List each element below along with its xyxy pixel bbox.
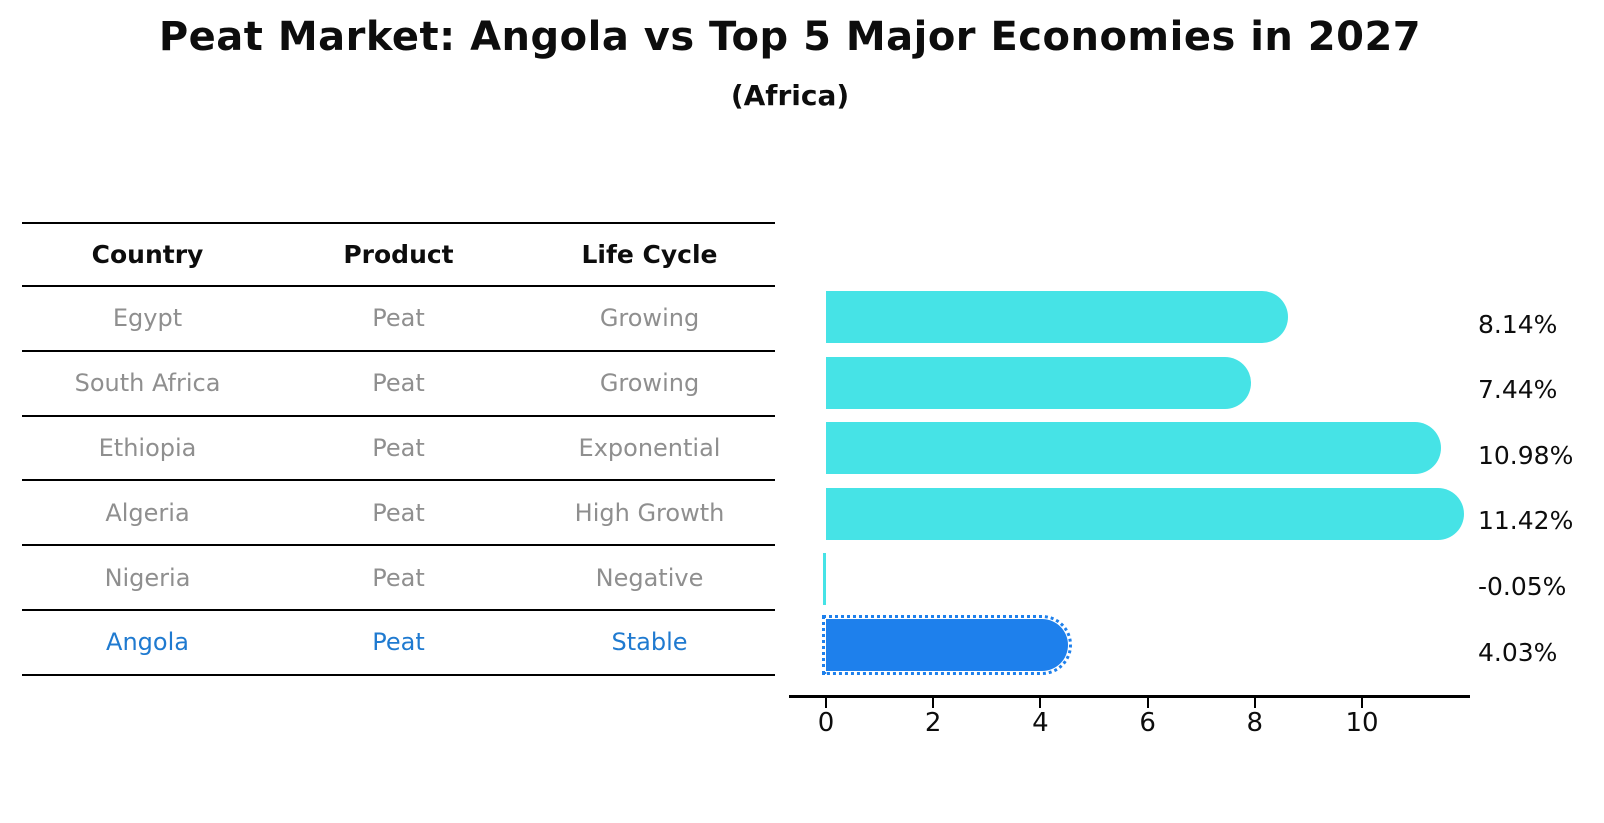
x-tick-label: 10 — [1345, 708, 1379, 738]
x-tick-label: 0 — [817, 708, 835, 738]
life-cycle-cell: Negative — [595, 563, 704, 592]
value-label: -0.05% — [1478, 571, 1567, 601]
bar-south-africa — [826, 356, 1251, 409]
country-cell: South Africa — [74, 369, 221, 398]
country-table: Country Product Life Cycle Egypt Peat Gr… — [22, 222, 775, 676]
product-cell: Peat — [372, 433, 425, 462]
value-label: 10.98% — [1478, 440, 1574, 470]
x-tick-mark — [1253, 698, 1256, 708]
chart-subtitle: (Africa) — [730, 79, 850, 112]
country-cell: Nigeria — [104, 563, 191, 592]
table-row: Egypt Peat Growing — [22, 287, 775, 352]
country-cell: Egypt — [112, 304, 183, 333]
bar-algeria — [826, 487, 1465, 540]
table-row: South Africa Peat Growing — [22, 352, 775, 417]
life-cycle-cell: Growing — [599, 369, 700, 398]
country-cell: Ethiopia — [98, 433, 197, 462]
country-cell: Angola — [106, 628, 189, 657]
x-tick-mark — [1146, 698, 1149, 708]
x-tick-label: 4 — [1032, 708, 1049, 738]
table-header-row: Country Product Life Cycle — [22, 222, 775, 287]
table-row: Algeria Peat High Growth — [22, 481, 775, 547]
x-tick-mark — [1361, 698, 1363, 708]
x-tick-mark — [825, 698, 827, 708]
product-cell: Peat — [372, 369, 425, 398]
life-cycle-cell: Stable — [611, 628, 688, 657]
value-label: 4.03% — [1478, 637, 1558, 667]
table-row: Angola Peat Stable — [22, 611, 775, 676]
chart-title: Peat Market: Angola vs Top 5 Major Econo… — [158, 14, 1422, 60]
product-cell: Peat — [372, 563, 425, 592]
bar-nigeria — [823, 553, 827, 606]
bar-angola — [822, 615, 1072, 675]
product-cell: Peat — [372, 304, 425, 333]
bar-egypt — [826, 291, 1289, 343]
life-cycle-cell: High Growth — [574, 498, 725, 527]
life-cycle-cell: Exponential — [578, 433, 721, 462]
country-cell: Algeria — [105, 498, 190, 527]
column-header-life-cycle: Life Cycle — [581, 240, 718, 269]
value-label: 8.14% — [1478, 309, 1558, 339]
x-tick-label: 8 — [1246, 708, 1264, 738]
x-axis-line — [789, 695, 1470, 698]
value-label: 7.44% — [1478, 375, 1558, 405]
x-tick-mark — [932, 698, 935, 708]
value-label: 11.42% — [1478, 506, 1574, 536]
bar-ethiopia — [826, 422, 1441, 475]
x-tick-label: 6 — [1139, 708, 1156, 738]
product-cell: Peat — [372, 498, 425, 527]
product-cell: Peat — [372, 628, 425, 657]
x-tick-label: 2 — [924, 708, 942, 738]
table-row: Ethiopia Peat Exponential — [22, 417, 775, 482]
column-header-country: Country — [91, 240, 204, 269]
x-tick-mark — [1039, 698, 1042, 708]
column-header-product: Product — [343, 240, 454, 269]
table-row: Nigeria Peat Negative — [22, 546, 775, 611]
life-cycle-cell: Growing — [599, 304, 700, 333]
